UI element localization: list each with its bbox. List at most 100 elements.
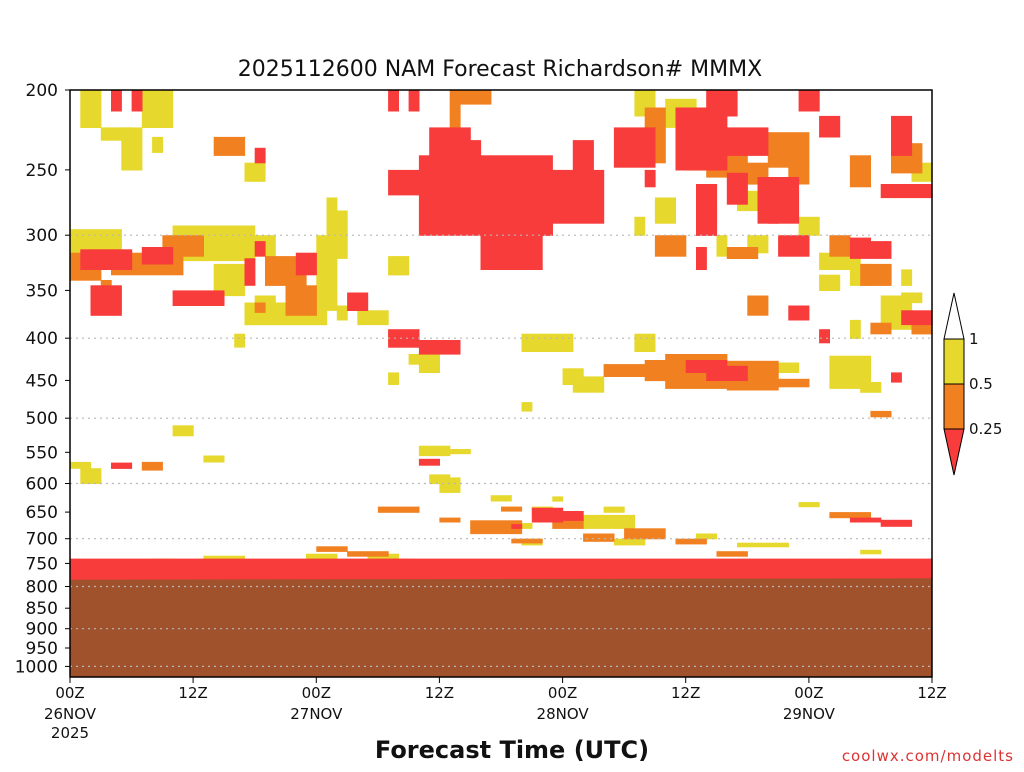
ri-cell — [737, 542, 789, 548]
ri-cell — [716, 235, 728, 257]
ri-cell — [829, 512, 871, 519]
ri-cell — [336, 305, 348, 321]
ri-cell — [819, 274, 841, 291]
legend-label-0.5: 0.5 — [969, 375, 993, 393]
ri-cell — [696, 247, 707, 270]
y-tick-label: 750 — [26, 554, 58, 574]
ri-cell — [90, 285, 122, 316]
ri-cell — [706, 90, 738, 117]
ri-cell — [778, 235, 810, 257]
x-axis-label: Forecast Time (UTC) — [375, 736, 649, 764]
y-tick-label: 650 — [26, 503, 58, 523]
ri-cell — [613, 538, 646, 546]
ri-cell — [654, 197, 676, 224]
ri-cell — [254, 241, 266, 257]
ri-cell — [583, 533, 615, 542]
ri-cell — [121, 127, 143, 171]
ri-cell — [172, 425, 194, 437]
x-tick-label: 00Z — [55, 684, 84, 702]
color-legend: 1 0.5 0.25 — [943, 292, 1002, 476]
ri-cell — [644, 169, 656, 188]
ri-cell — [480, 172, 543, 270]
ri-cell — [234, 333, 246, 348]
y-tick-label: 800 — [26, 578, 58, 598]
ri-cell — [244, 162, 266, 182]
x-tick-label: 00Z — [794, 684, 823, 702]
ri-cell — [521, 333, 574, 352]
ri-cell — [111, 90, 122, 112]
y-axis: 200 250 300 350 400 450 500 550 600 650 700 750 8008… — [15, 81, 70, 677]
ri-cell — [583, 514, 635, 529]
ri-cell — [726, 127, 769, 156]
legend-label-1: 1 — [969, 330, 979, 348]
ri-cell — [870, 241, 892, 259]
ri-cell — [572, 376, 605, 393]
ri-cell — [429, 474, 451, 485]
ri-cell — [336, 210, 348, 259]
ri-cell — [849, 319, 861, 339]
ri-cell — [388, 329, 420, 348]
ri-cell — [767, 184, 779, 224]
plot-frame — [69, 89, 933, 678]
ri-cell — [819, 115, 841, 138]
ri-cell — [306, 553, 338, 562]
credit-text: coolwx.com/modelts — [842, 747, 1014, 765]
ri-cell — [798, 90, 820, 112]
ri-cell — [901, 269, 913, 286]
y-tick-label: 200 — [26, 81, 58, 101]
ri-cell — [80, 90, 102, 128]
ri-cell — [111, 462, 133, 469]
y-tick-label: 400 — [26, 329, 58, 349]
ri-cell — [80, 249, 133, 270]
x-year-label: 2025 — [51, 724, 89, 742]
ri-cell — [152, 136, 163, 153]
ri-cell — [408, 90, 420, 112]
ri-cell — [880, 519, 913, 527]
ri-cell — [613, 127, 656, 168]
ri-cell — [377, 506, 420, 513]
ri-cell — [798, 216, 820, 236]
ri-cell — [316, 235, 338, 311]
ri-cell — [696, 184, 718, 236]
ri-cell — [388, 372, 399, 385]
ri-cell — [891, 372, 902, 383]
ri-cell — [901, 292, 923, 304]
ri-cell — [347, 292, 369, 311]
ri-cell — [449, 90, 461, 128]
ri-cell — [244, 258, 256, 286]
x-tick-label: 12Z — [425, 684, 454, 702]
x-tick-label: 12Z — [671, 684, 700, 702]
y-tick-label: 600 — [26, 475, 58, 495]
data-cells — [70, 90, 933, 581]
y-tick-label: 450 — [26, 371, 58, 391]
ri-cell — [562, 511, 584, 521]
ri-cell — [203, 455, 225, 463]
ri-cell — [747, 295, 769, 316]
ri-cell — [849, 517, 882, 523]
ri-cell — [572, 140, 594, 171]
ri-cell — [418, 458, 440, 466]
ri-cell — [767, 362, 800, 373]
ri-cell — [870, 410, 892, 418]
ri-cell — [675, 107, 728, 171]
chart-title: 2025112600 NAM Forecast Richardson# MMMX — [238, 57, 762, 82]
ri-cell — [470, 520, 523, 535]
ri-cell — [511, 524, 523, 529]
ri-cell — [172, 290, 225, 306]
ri-cell — [603, 364, 646, 377]
y-tick-label: 350 — [26, 281, 58, 301]
ri-cell — [521, 223, 553, 236]
ri-cell — [624, 528, 666, 540]
ri-cell — [439, 517, 461, 523]
ri-cell — [295, 252, 317, 276]
ri-cell — [254, 302, 266, 313]
ri-cell — [552, 517, 584, 529]
x-tick-label: 00Z — [302, 684, 331, 702]
x-date-label: 27NOV — [290, 705, 343, 723]
ri-cell — [849, 237, 871, 259]
plot-area — [69, 89, 933, 678]
ri-cell — [696, 533, 718, 540]
